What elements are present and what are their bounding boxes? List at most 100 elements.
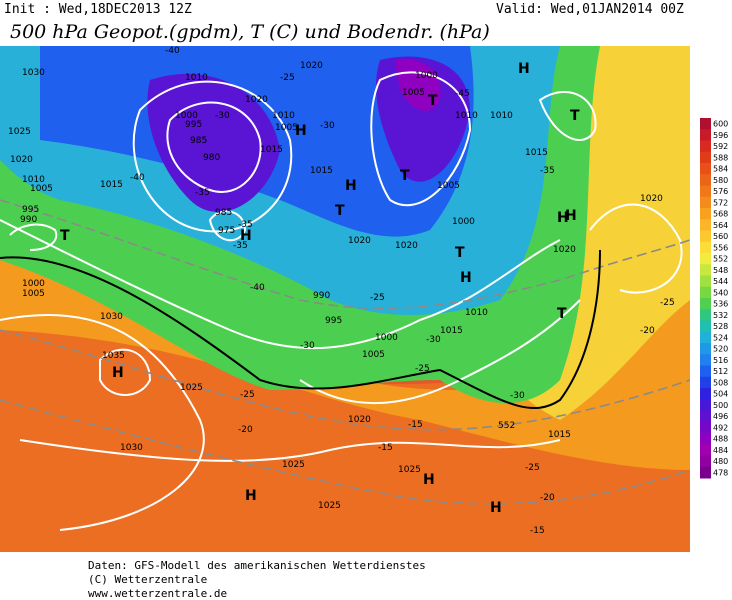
contour-label: 1005	[362, 350, 385, 360]
colorbar-label: 600	[713, 120, 728, 129]
colorbar-swatch	[700, 208, 711, 220]
colorbar-label: 576	[713, 187, 728, 196]
colorbar-swatch	[700, 174, 711, 186]
colorbar-swatch	[700, 185, 711, 198]
contour-label: 1020	[10, 155, 33, 165]
contour-label: 995	[22, 205, 39, 215]
contour-label: -25	[370, 293, 385, 303]
contour-label: 1010	[490, 111, 513, 121]
colorbar-label: 592	[713, 142, 728, 151]
colorbar-label: 596	[713, 131, 728, 140]
contour-label: -40	[130, 173, 145, 183]
contour-label: 1030	[120, 443, 143, 453]
colorbar-swatch	[700, 466, 711, 479]
colorbar-swatch	[700, 433, 711, 445]
colorbar-label: 544	[713, 277, 728, 286]
colorbar-swatch	[700, 455, 711, 468]
contour-label: -20	[640, 326, 655, 336]
contour-label: -20	[238, 425, 253, 435]
contour-label: 995	[325, 316, 342, 326]
contour-label: 1005	[30, 184, 53, 194]
colorbar-label: 492	[713, 423, 728, 432]
colorbar-label: 512	[713, 367, 728, 376]
contour-label: 1025	[318, 501, 341, 511]
colorbar-label: 552	[713, 255, 728, 264]
colorbar-swatch	[700, 140, 711, 153]
colorbar-swatch	[700, 151, 711, 164]
contour-label: -30	[215, 111, 230, 121]
pressure-center: H	[295, 123, 307, 139]
contour-label: -15	[378, 443, 393, 453]
colorbar-swatch	[700, 410, 711, 423]
pressure-center: T	[570, 108, 580, 124]
contour-label: 1005	[22, 289, 45, 299]
colorbar-swatch	[700, 129, 711, 141]
contour-label: 1020	[245, 95, 268, 105]
contour-label: -30	[510, 391, 525, 401]
contour-label: 990	[313, 291, 330, 301]
pressure-center: H	[460, 270, 472, 286]
contour-label: 1010	[465, 308, 488, 318]
contour-label: 1025	[8, 127, 31, 137]
contour-label: 980	[203, 153, 220, 163]
colorbar-swatch	[700, 354, 711, 366]
colorbar-label: 484	[713, 446, 728, 455]
pressure-center: T	[455, 245, 465, 261]
contour-label: -45	[455, 89, 470, 99]
contour-label: 1015	[548, 430, 571, 440]
contour-label: 975	[218, 226, 235, 236]
colorbar-swatch	[700, 163, 711, 175]
contour-label: 1010	[272, 111, 295, 121]
contour-label: 1000	[452, 217, 475, 227]
colorbar-swatch	[700, 196, 711, 209]
contour-label: 1015	[100, 180, 123, 190]
contour-label: -25	[415, 364, 430, 374]
colorbar-swatch	[700, 376, 711, 389]
colorbar-label: 556	[713, 243, 728, 252]
contour-label: -15	[408, 420, 423, 430]
contour-label: -20	[540, 493, 555, 503]
colorbar-swatch	[700, 264, 711, 276]
colorbar-label: 516	[713, 356, 728, 365]
colorbar-swatch	[700, 118, 711, 130]
contour-label: 1015	[310, 166, 333, 176]
colorbar-label: 520	[713, 345, 728, 354]
contour-label: 985	[215, 208, 232, 218]
pressure-center: H	[423, 472, 435, 488]
contour-label: 1000	[415, 71, 438, 81]
contour-label: 1010	[22, 175, 45, 185]
colorbar-swatch	[700, 320, 711, 333]
pressure-center: H	[345, 178, 357, 194]
pressure-center: H	[565, 208, 577, 224]
colorbar-label: 588	[713, 153, 728, 162]
contour-label: 1010	[185, 73, 208, 83]
colorbar-swatch	[700, 253, 711, 265]
colorbar-swatch	[700, 343, 711, 355]
contour-label: 995	[185, 120, 202, 130]
pressure-center: H	[518, 61, 530, 77]
colorbar-swatch	[700, 331, 711, 344]
contour-label: -15	[530, 526, 545, 536]
colorbar-label: 504	[713, 390, 728, 399]
contour-label: -25	[660, 298, 675, 308]
colorbar-label: 536	[713, 300, 728, 309]
init-time: Init : Wed,18DEC2013 12Z	[4, 2, 192, 17]
map-title: 500 hPa Geopot.(gpdm), T (C) und Bodendr…	[10, 21, 490, 43]
pressure-center: T	[60, 228, 70, 244]
contour-label: -40	[165, 46, 180, 56]
contour-label: 1015	[260, 145, 283, 155]
contour-label: 1030	[100, 312, 123, 322]
contour-label: -35	[540, 166, 555, 176]
colorbar-swatch	[700, 399, 711, 411]
colorbar-label: 572	[713, 198, 728, 207]
colorbar-label: 496	[713, 412, 728, 421]
pressure-center: H	[245, 488, 257, 504]
contour-label: 1015	[525, 148, 548, 158]
contour-label: 1020	[395, 241, 418, 251]
pressure-center: T	[557, 306, 567, 322]
contour-label: 1020	[553, 245, 576, 255]
pressure-center: H	[112, 365, 124, 381]
contour-label: -35	[238, 220, 253, 230]
